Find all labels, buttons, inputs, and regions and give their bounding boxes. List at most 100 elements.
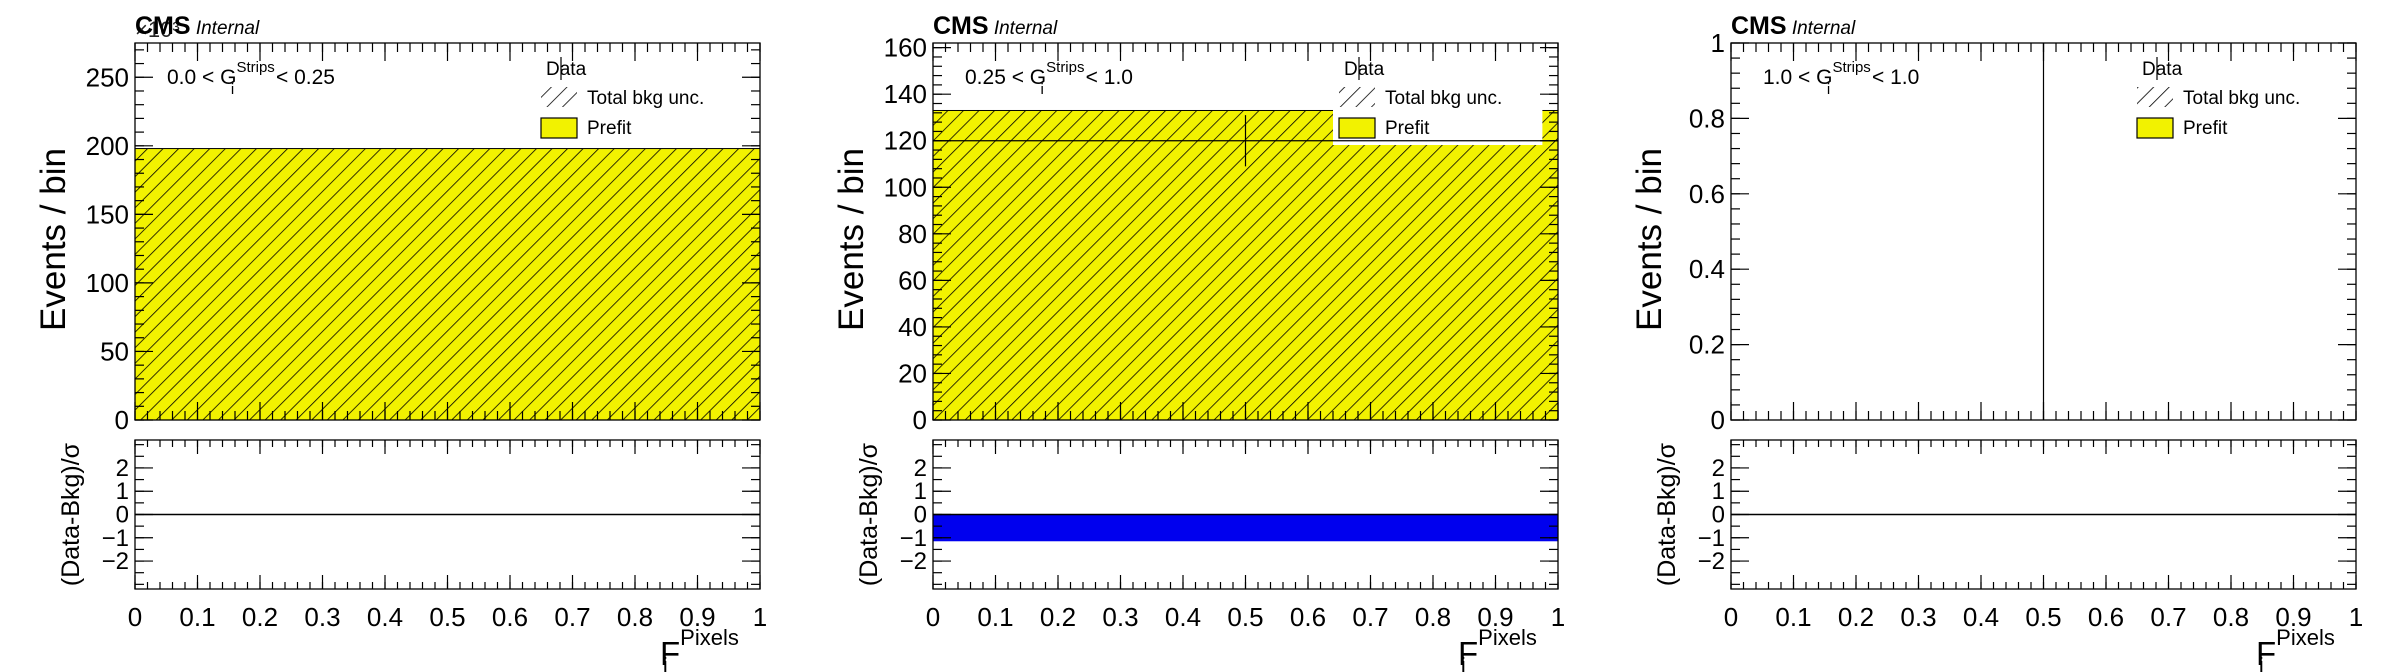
legend-data-label: Data bbox=[546, 59, 587, 80]
xtick-label-1: 0.1 bbox=[977, 602, 1013, 632]
legend-prefit-swatch bbox=[540, 117, 578, 139]
ratio-ytick-label-1: −1 bbox=[1698, 525, 1725, 552]
ytick-label-0: 0 bbox=[115, 405, 129, 435]
category-label: 0.0 < GStrips i < 0.25 bbox=[167, 59, 335, 98]
cms-label: CMS Internal bbox=[933, 12, 1058, 40]
ratio-ytick-label-1: −1 bbox=[900, 525, 927, 552]
main-ticks bbox=[134, 43, 761, 589]
ratio-ytick-label-3: 1 bbox=[914, 478, 927, 505]
y-axis-title: Events / bin bbox=[832, 148, 871, 331]
ytick-label-0: 0 bbox=[1711, 405, 1725, 435]
xtick-label-9: 0.9 bbox=[1477, 602, 1513, 632]
ytick-label-7: 140 bbox=[884, 79, 927, 109]
ratio-ticks bbox=[1731, 444, 2356, 585]
ratio-ticks bbox=[933, 444, 1558, 585]
ytick-label-8: 160 bbox=[884, 33, 927, 63]
xtick-label-9: 0.9 bbox=[679, 602, 715, 632]
ytick-label-0: 0 bbox=[913, 405, 927, 435]
ratio-ytick-label-1: −1 bbox=[102, 525, 129, 552]
legend-unc-label: Total bkg unc. bbox=[2183, 88, 2300, 109]
xtick-label-2: 0.2 bbox=[1838, 602, 1874, 632]
legend-prefit-label: Prefit bbox=[587, 118, 632, 139]
xtick-label-8: 0.8 bbox=[617, 602, 653, 632]
legend-prefit-label: Prefit bbox=[2183, 118, 2228, 139]
xtick-label-0: 0 bbox=[926, 602, 940, 632]
ytick-label-1: 20 bbox=[898, 358, 927, 388]
legend-prefit-swatch bbox=[1338, 117, 1376, 139]
ratio-ytick-label-4: 2 bbox=[1712, 455, 1725, 482]
legend-prefit-swatch bbox=[2136, 117, 2174, 139]
xtick-label-10: 1 bbox=[2349, 602, 2363, 632]
xtick-label-3: 0.3 bbox=[1900, 602, 1936, 632]
xtick-label-1: 0.1 bbox=[1775, 602, 1811, 632]
ratio-y-axis-title: (Data-Bkg)/σ bbox=[57, 442, 85, 586]
xtick-label-8: 0.8 bbox=[2213, 602, 2249, 632]
ratio-ytick-label-0: −2 bbox=[1698, 548, 1725, 575]
ytick-label-3: 60 bbox=[898, 265, 927, 295]
xtick-label-5: 0.5 bbox=[1227, 602, 1263, 632]
ytick-label-2: 100 bbox=[86, 268, 129, 298]
ratio-ytick-label-2: 0 bbox=[914, 502, 927, 529]
xtick-label-3: 0.3 bbox=[304, 602, 340, 632]
legend-data-label: Data bbox=[2142, 59, 2183, 80]
xtick-label-5: 0.5 bbox=[429, 602, 465, 632]
xtick-label-2: 0.2 bbox=[1040, 602, 1076, 632]
ratio-ytick-label-0: −2 bbox=[102, 548, 129, 575]
xtick-label-10: 1 bbox=[1551, 602, 1565, 632]
ratio-ticks bbox=[135, 444, 760, 585]
ratio-y-axis-title: (Data-Bkg)/σ bbox=[855, 442, 883, 586]
legend-unc-swatch bbox=[2137, 87, 2173, 107]
ytick-label-4: 200 bbox=[86, 131, 129, 161]
ratio-ytick-label-3: 1 bbox=[1712, 478, 1725, 505]
xtick-label-0: 0 bbox=[1724, 602, 1738, 632]
cms-label: CMS Internal bbox=[135, 12, 260, 40]
ytick-label-5: 250 bbox=[86, 62, 129, 92]
legend-unc-swatch bbox=[541, 87, 577, 107]
ytick-label-4: 0.8 bbox=[1689, 103, 1725, 133]
xtick-label-5: 0.5 bbox=[2025, 602, 2061, 632]
ratio-band-0 bbox=[933, 514, 1558, 542]
xtick-label-2: 0.2 bbox=[242, 602, 278, 632]
ytick-label-3: 150 bbox=[86, 199, 129, 229]
y-axis-title: Events / bin bbox=[34, 148, 73, 331]
x-axis-title: FPixels i bbox=[660, 625, 739, 672]
ytick-label-2: 40 bbox=[898, 312, 927, 342]
xtick-label-7: 0.7 bbox=[2150, 602, 2186, 632]
xtick-label-4: 0.4 bbox=[367, 602, 403, 632]
ratio-ytick-label-4: 2 bbox=[914, 455, 927, 482]
ytick-label-1: 0.2 bbox=[1689, 330, 1725, 360]
legend-data-label: Data bbox=[1344, 59, 1385, 80]
xtick-label-6: 0.6 bbox=[2088, 602, 2124, 632]
xtick-label-7: 0.7 bbox=[554, 602, 590, 632]
xtick-label-9: 0.9 bbox=[2275, 602, 2311, 632]
ytick-label-1: 50 bbox=[100, 336, 129, 366]
ratio-y-axis-title: (Data-Bkg)/σ bbox=[1653, 442, 1681, 586]
ytick-label-4: 80 bbox=[898, 219, 927, 249]
category-label: 1.0 < GStrips i < 1.0 bbox=[1763, 59, 1919, 98]
xtick-label-6: 0.6 bbox=[492, 602, 528, 632]
ytick-label-2: 0.4 bbox=[1689, 254, 1725, 284]
xtick-label-0: 0 bbox=[128, 602, 142, 632]
ratio-ytick-label-0: −2 bbox=[900, 548, 927, 575]
xtick-label-4: 0.4 bbox=[1165, 602, 1201, 632]
xtick-label-4: 0.4 bbox=[1963, 602, 1999, 632]
category-label: 0.25 < GStrips i < 1.0 bbox=[965, 59, 1133, 98]
cms-label: CMS Internal bbox=[1731, 12, 1856, 40]
ratio-ytick-label-3: 1 bbox=[116, 478, 129, 505]
ytick-label-3: 0.6 bbox=[1689, 179, 1725, 209]
legend-prefit-label: Prefit bbox=[1385, 118, 1430, 139]
xtick-label-3: 0.3 bbox=[1102, 602, 1138, 632]
xtick-label-6: 0.6 bbox=[1290, 602, 1326, 632]
main-ticks bbox=[1730, 42, 2357, 589]
ytick-label-6: 120 bbox=[884, 126, 927, 156]
ratio-ytick-label-4: 2 bbox=[116, 455, 129, 482]
main-ticks bbox=[932, 43, 1559, 589]
data-point-0 bbox=[933, 115, 1558, 167]
legend-unc-label: Total bkg unc. bbox=[1385, 88, 1502, 109]
unc-band-0 bbox=[135, 148, 760, 420]
